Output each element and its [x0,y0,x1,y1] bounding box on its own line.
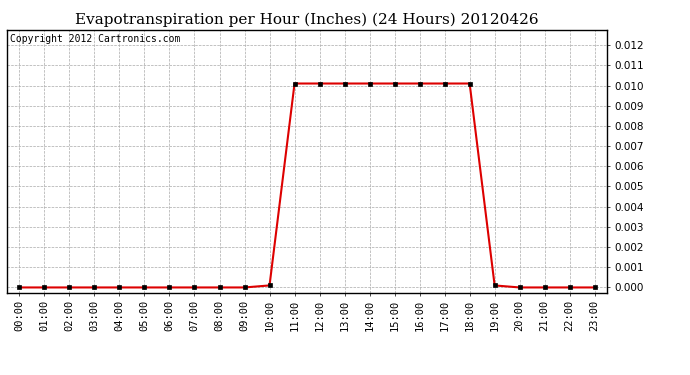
Text: Copyright 2012 Cartronics.com: Copyright 2012 Cartronics.com [10,34,180,44]
Title: Evapotranspiration per Hour (Inches) (24 Hours) 20120426: Evapotranspiration per Hour (Inches) (24… [75,13,539,27]
